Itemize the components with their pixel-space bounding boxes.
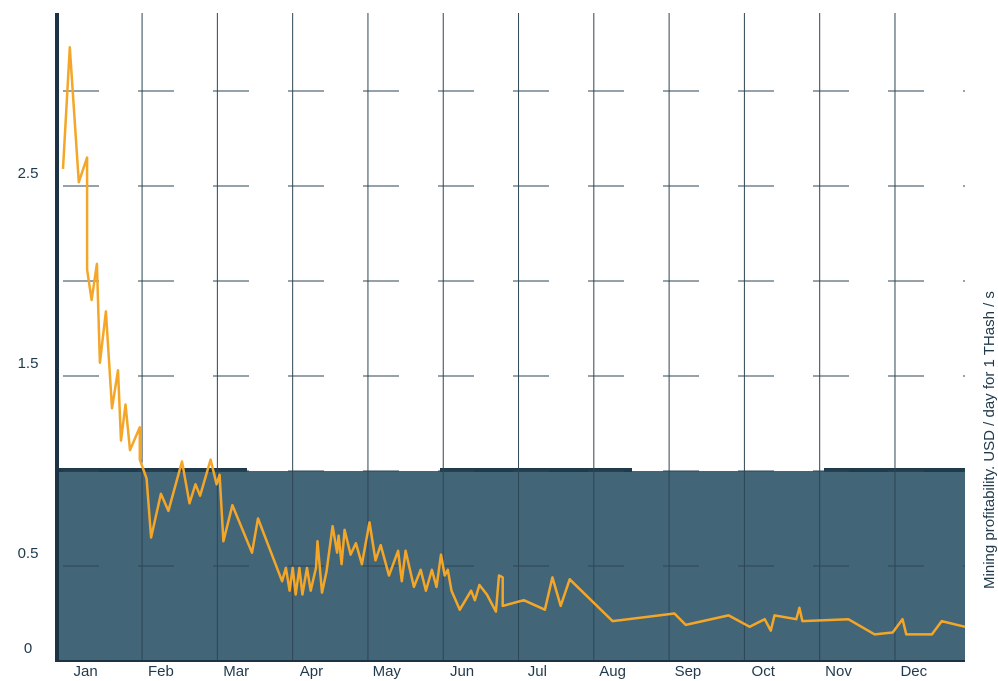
x-tick-label: Oct bbox=[752, 663, 776, 680]
x-tick-label: Dec bbox=[900, 663, 927, 680]
data-line bbox=[61, 46, 966, 636]
y-tick-label: 1.5 bbox=[18, 355, 39, 372]
x-tick-label: Aug bbox=[599, 663, 626, 680]
x-tick-label: Sep bbox=[675, 663, 702, 680]
x-tick-label: May bbox=[373, 663, 402, 680]
x-tick-label: Jun bbox=[450, 663, 474, 680]
x-tick-label: Feb bbox=[148, 663, 174, 680]
x-tick-label: Apr bbox=[300, 663, 323, 680]
y-tick-label: 2.5 bbox=[18, 165, 39, 182]
y-tick-label: 0 bbox=[24, 640, 32, 657]
x-tick-label: Nov bbox=[825, 663, 852, 680]
x-tick-label: Jan bbox=[74, 663, 98, 680]
x-tick-label: Mar bbox=[223, 663, 249, 680]
y-tick-label: 0.5 bbox=[18, 545, 39, 562]
x-tick-label: Jul bbox=[528, 663, 547, 680]
y-axis-label: Mining profitability. USD / day for 1 TH… bbox=[981, 291, 998, 589]
plot-area: 0 0.5 1.5 2.5 Jan Feb Mar Apr May Jun Jul Aug Sep Oct… bbox=[18, 13, 966, 680]
